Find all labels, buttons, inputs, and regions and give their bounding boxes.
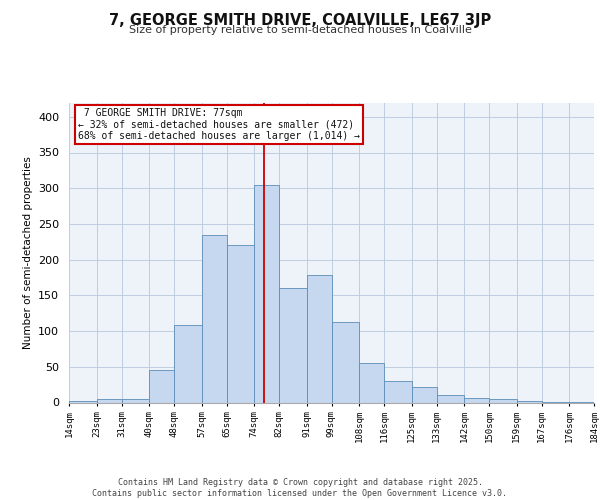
Bar — [279, 288, 307, 403]
Bar — [97, 399, 121, 402]
Bar — [412, 387, 437, 402]
Bar — [254, 184, 279, 402]
Bar — [174, 326, 202, 402]
Bar — [437, 394, 464, 402]
Bar — [331, 322, 359, 402]
Bar — [149, 370, 174, 402]
Text: Size of property relative to semi-detached houses in Coalville: Size of property relative to semi-detach… — [128, 25, 472, 35]
Bar — [359, 363, 384, 403]
Bar — [517, 401, 542, 402]
Bar — [202, 234, 227, 402]
Bar — [69, 401, 97, 402]
Bar — [227, 246, 254, 402]
Bar — [489, 399, 517, 402]
Bar — [121, 399, 149, 402]
Text: Contains HM Land Registry data © Crown copyright and database right 2025.
Contai: Contains HM Land Registry data © Crown c… — [92, 478, 508, 498]
Bar — [307, 276, 331, 402]
Bar — [464, 398, 489, 402]
Text: 7, GEORGE SMITH DRIVE, COALVILLE, LE67 3JP: 7, GEORGE SMITH DRIVE, COALVILLE, LE67 3… — [109, 12, 491, 28]
Text: 7 GEORGE SMITH DRIVE: 77sqm
← 32% of semi-detached houses are smaller (472)
68% : 7 GEORGE SMITH DRIVE: 77sqm ← 32% of sem… — [78, 108, 360, 140]
Bar — [384, 381, 412, 402]
Y-axis label: Number of semi-detached properties: Number of semi-detached properties — [23, 156, 32, 349]
